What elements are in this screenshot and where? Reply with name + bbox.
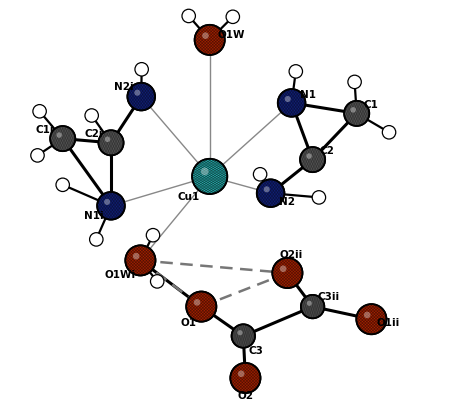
Circle shape <box>272 258 302 288</box>
Text: O2ii: O2ii <box>280 250 303 260</box>
Circle shape <box>31 149 44 162</box>
Text: C2: C2 <box>319 146 334 156</box>
Circle shape <box>289 65 302 78</box>
Circle shape <box>56 178 69 192</box>
Circle shape <box>280 265 286 272</box>
Circle shape <box>226 10 239 24</box>
Circle shape <box>90 233 103 246</box>
Circle shape <box>182 9 195 23</box>
Circle shape <box>254 168 267 181</box>
Text: N1i: N1i <box>83 211 103 221</box>
Circle shape <box>301 295 324 318</box>
Circle shape <box>195 25 225 55</box>
Circle shape <box>231 324 255 348</box>
Circle shape <box>278 89 305 117</box>
Circle shape <box>33 105 46 118</box>
Circle shape <box>133 253 139 260</box>
Circle shape <box>238 370 245 377</box>
Circle shape <box>350 107 356 113</box>
Circle shape <box>383 126 396 139</box>
Circle shape <box>364 312 371 318</box>
Circle shape <box>50 126 75 151</box>
Circle shape <box>135 63 148 76</box>
Circle shape <box>344 101 369 126</box>
Text: O2: O2 <box>237 391 254 401</box>
Text: Cu1: Cu1 <box>178 192 200 202</box>
Text: O1W: O1W <box>218 30 245 40</box>
Circle shape <box>128 83 155 110</box>
Circle shape <box>104 199 110 205</box>
Circle shape <box>264 186 270 192</box>
Circle shape <box>348 75 361 89</box>
Circle shape <box>202 32 209 39</box>
Circle shape <box>307 301 312 306</box>
Circle shape <box>237 330 243 335</box>
Circle shape <box>134 89 140 96</box>
Circle shape <box>312 191 326 204</box>
Text: O1Wi: O1Wi <box>105 270 136 280</box>
Text: C3ii: C3ii <box>318 292 340 302</box>
Circle shape <box>146 228 160 242</box>
Circle shape <box>105 136 110 142</box>
Circle shape <box>186 291 217 322</box>
Circle shape <box>85 109 99 122</box>
Text: C1: C1 <box>364 100 378 110</box>
Circle shape <box>201 168 209 175</box>
Circle shape <box>230 363 261 393</box>
Text: N2: N2 <box>279 197 294 207</box>
Circle shape <box>150 275 164 288</box>
Text: C3: C3 <box>248 346 264 356</box>
Circle shape <box>300 147 325 172</box>
Text: N2i: N2i <box>114 82 133 92</box>
Circle shape <box>356 304 386 334</box>
Text: N1: N1 <box>300 90 316 100</box>
Circle shape <box>99 130 124 155</box>
Circle shape <box>125 245 155 276</box>
Circle shape <box>285 96 291 102</box>
Text: C1i: C1i <box>36 125 55 135</box>
Circle shape <box>56 132 62 138</box>
Circle shape <box>306 153 312 159</box>
Circle shape <box>194 299 201 306</box>
Text: O1: O1 <box>181 318 197 328</box>
Text: C2i: C2i <box>84 129 102 139</box>
Circle shape <box>192 159 228 194</box>
Text: O1ii: O1ii <box>376 318 400 328</box>
Circle shape <box>97 192 125 220</box>
Circle shape <box>257 179 284 207</box>
